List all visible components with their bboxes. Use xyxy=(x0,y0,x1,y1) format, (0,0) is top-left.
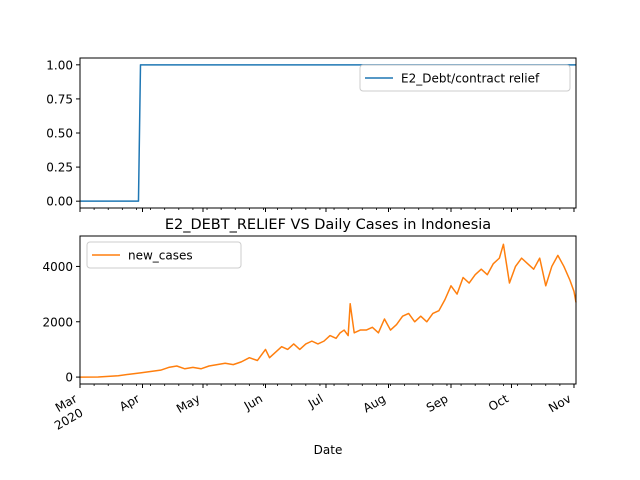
x-axis-label: Date xyxy=(314,443,343,457)
bottom-legend: new_cases xyxy=(86,241,242,269)
bottom-y-tick-label: 0 xyxy=(65,371,73,385)
top-legend-box xyxy=(359,64,571,92)
series-line-debt-relief xyxy=(80,64,576,202)
top-y-tick-label: 0.75 xyxy=(46,92,73,106)
top-legend: E2_Debt/contract relief xyxy=(359,64,571,92)
top-series-layer xyxy=(80,64,576,202)
bottom-y-tick-label: 2000 xyxy=(42,315,73,329)
bottom-y-ticks: 0 2000 4000 xyxy=(42,260,80,385)
bottom-axes-frame xyxy=(79,235,577,385)
top-y-ticks: 0.00 0.25 0.50 0.75 1.00 xyxy=(46,58,80,209)
top-y-tick-label: 0.00 xyxy=(46,195,73,209)
bottom-series-layer xyxy=(79,243,577,378)
bottom-legend-box xyxy=(86,241,242,269)
top-y-tick-label: 0.50 xyxy=(46,127,73,141)
bottom-chart-title: E2_DEBT_RELIEF VS Daily Cases in Indones… xyxy=(165,217,491,233)
x-tick-label: Jul xyxy=(305,391,325,411)
top-y-tick-label: 0.25 xyxy=(46,161,73,175)
top-legend-label: E2_Debt/contract relief xyxy=(401,72,540,86)
top-x-ticks xyxy=(79,208,575,212)
top-subplot: 0.00 0.25 0.50 0.75 1.00 E2_Debt/contract re… xyxy=(46,57,577,212)
series-line-new-cases xyxy=(79,243,577,378)
bottom-legend-label: new_cases xyxy=(128,249,193,263)
top-y-tick-label: 1.00 xyxy=(46,58,73,72)
bottom-y-tick-label: 4000 xyxy=(42,260,73,274)
